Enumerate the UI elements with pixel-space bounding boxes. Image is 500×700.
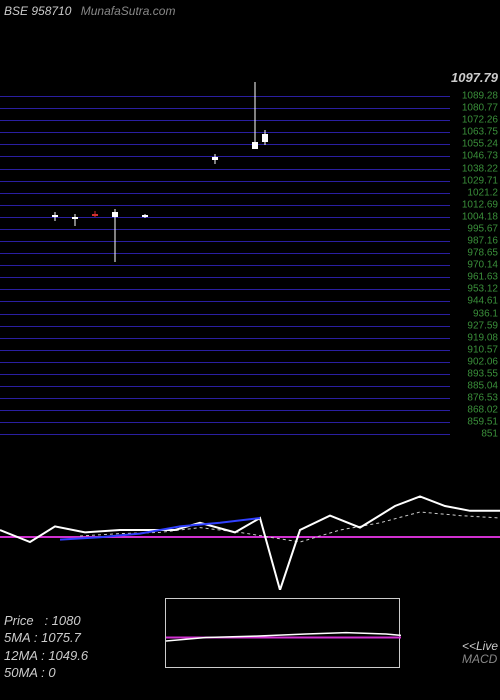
info-price: Price : 1080	[4, 612, 88, 630]
grid-line	[0, 301, 450, 302]
axis-label: 1021.2	[467, 187, 498, 198]
axis-label: 885.04	[467, 381, 498, 392]
axis-label: 927.59	[467, 320, 498, 331]
grid-line	[0, 314, 450, 315]
inset-lines	[166, 599, 401, 669]
candle	[142, 214, 148, 218]
axis-label: 1089.28	[462, 91, 498, 102]
grid-line	[0, 241, 450, 242]
axis-label: 987.16	[467, 236, 498, 247]
grid-line	[0, 374, 450, 375]
grid-line	[0, 350, 450, 351]
axis-label: 859.51	[467, 417, 498, 428]
axis-label: 851	[481, 429, 498, 440]
axis-label: 868.02	[467, 405, 498, 416]
grid-line	[0, 132, 450, 133]
macd-inset	[165, 598, 400, 668]
grid-line	[0, 253, 450, 254]
grid-line	[0, 277, 450, 278]
axis-label: 978.65	[467, 248, 498, 259]
grid-line	[0, 120, 450, 121]
grid-line	[0, 265, 450, 266]
axis-label: 1055.24	[462, 139, 498, 150]
axis-label: 1004.18	[462, 211, 498, 222]
grid-line	[0, 181, 450, 182]
candle	[52, 212, 58, 221]
grid-line	[0, 108, 450, 109]
axis-label: 1046.73	[462, 151, 498, 162]
axis-label: 1038.22	[462, 163, 498, 174]
grid-line	[0, 169, 450, 170]
grid-line	[0, 386, 450, 387]
grid-line	[0, 193, 450, 194]
grid-line	[0, 326, 450, 327]
macd-live-label: <<Live MACD	[462, 640, 498, 666]
grid-line	[0, 96, 450, 97]
grid-line	[0, 229, 450, 230]
axis-label: 919.08	[467, 332, 498, 343]
grid-line	[0, 289, 450, 290]
candle	[212, 154, 218, 164]
macd-lines	[0, 470, 500, 590]
chart-header: BSE 958710 MunafaSutra.com	[4, 4, 175, 18]
grid-line	[0, 156, 450, 157]
axis-label: 876.53	[467, 393, 498, 404]
grid-line	[0, 362, 450, 363]
grid-line	[0, 398, 450, 399]
axis-top-label: 1097.79	[451, 70, 498, 85]
axis-label: 1029.71	[462, 175, 498, 186]
candle	[252, 82, 258, 149]
candle	[112, 209, 118, 261]
candle	[262, 130, 268, 145]
grid-line	[0, 205, 450, 206]
axis-label: 953.12	[467, 284, 498, 295]
axis-label: 936.1	[473, 308, 498, 319]
axis-label: 961.63	[467, 272, 498, 283]
axis-label: 1072.26	[462, 115, 498, 126]
axis-label: 902.06	[467, 356, 498, 367]
price-chart: 1097.79 1089.281080.771072.261063.751055…	[0, 70, 500, 440]
axis-label: 1012.69	[462, 199, 498, 210]
grid-line	[0, 217, 450, 218]
grid-line	[0, 410, 450, 411]
axis-label: 1063.75	[462, 127, 498, 138]
candle	[92, 211, 98, 217]
info-5ma: 5MA : 1075.7	[4, 629, 88, 647]
axis-label: 893.55	[467, 368, 498, 379]
ticker-symbol: BSE 958710	[4, 4, 71, 18]
info-12ma: 12MA : 1049.6	[4, 647, 88, 665]
site-name: MunafaSutra.com	[81, 4, 176, 18]
axis-label: 970.14	[467, 260, 498, 271]
axis-label: 995.67	[467, 223, 498, 234]
axis-label: 910.57	[467, 344, 498, 355]
info-50ma: 50MA : 0	[4, 664, 88, 682]
macd-chart	[0, 470, 500, 590]
info-panel: Price : 1080 5MA : 1075.7 12MA : 1049.6 …	[4, 612, 88, 682]
candle	[72, 214, 78, 226]
grid-line	[0, 144, 450, 145]
grid-line	[0, 338, 450, 339]
grid-line	[0, 434, 450, 435]
grid-line	[0, 422, 450, 423]
axis-label: 944.61	[467, 296, 498, 307]
axis-label: 1080.77	[462, 103, 498, 114]
